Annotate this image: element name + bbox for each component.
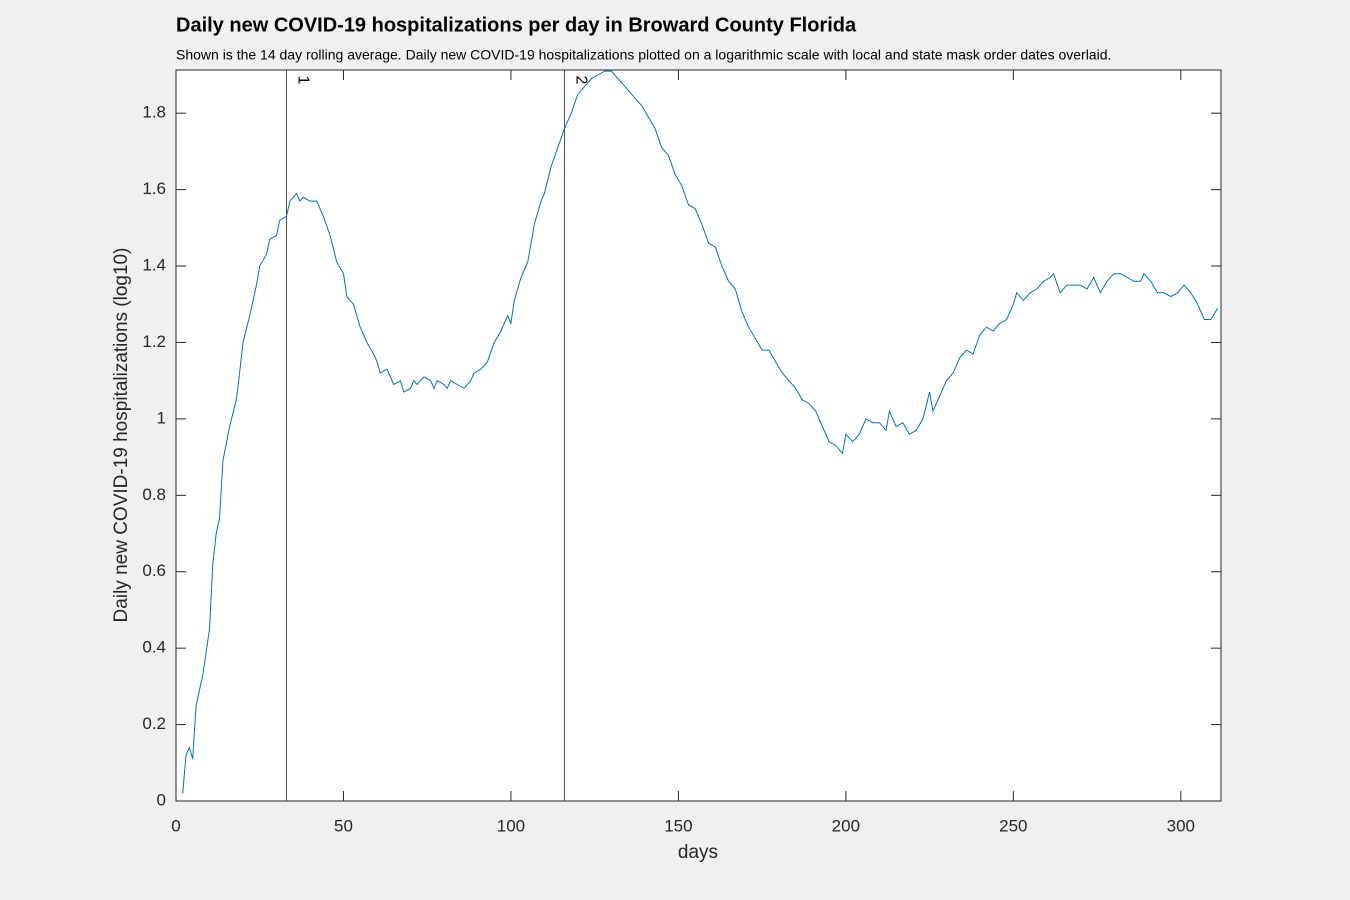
marker-label: 2 — [572, 76, 589, 85]
chart-subtitle: Shown is the 14 day rolling average. Dai… — [176, 47, 1111, 63]
marker-label: 1 — [294, 76, 311, 85]
y-tick-label: 0.8 — [142, 485, 166, 504]
y-tick-label: 1.4 — [142, 256, 166, 275]
x-tick-label: 0 — [171, 816, 180, 835]
y-axis-label: Daily new COVID-19 hospitalizations (log… — [111, 248, 132, 623]
y-tick-label: 0 — [157, 790, 166, 809]
y-tick-label: 0.2 — [142, 714, 166, 733]
y-tick-label: 1.2 — [142, 332, 166, 351]
chart-title: Daily new COVID-19 hospitalizations per … — [176, 14, 857, 36]
x-tick-label: 100 — [497, 816, 525, 835]
y-tick-label: 1.8 — [142, 103, 166, 122]
x-tick-label: 250 — [999, 816, 1027, 835]
x-tick-label: 300 — [1167, 816, 1195, 835]
y-tick-label: 0.6 — [142, 561, 166, 580]
axes-box — [175, 69, 1222, 802]
plot-area — [176, 70, 1221, 801]
data-line — [182, 70, 1219, 794]
x-tick-label: 200 — [832, 816, 860, 835]
y-tick-label: 1.6 — [142, 179, 166, 198]
x-tick-label: 150 — [664, 816, 692, 835]
y-tick-label: 1 — [157, 408, 166, 427]
x-tick-label: 50 — [334, 816, 353, 835]
y-tick-label: 0.4 — [142, 638, 166, 657]
x-axis-label: days — [678, 842, 718, 863]
